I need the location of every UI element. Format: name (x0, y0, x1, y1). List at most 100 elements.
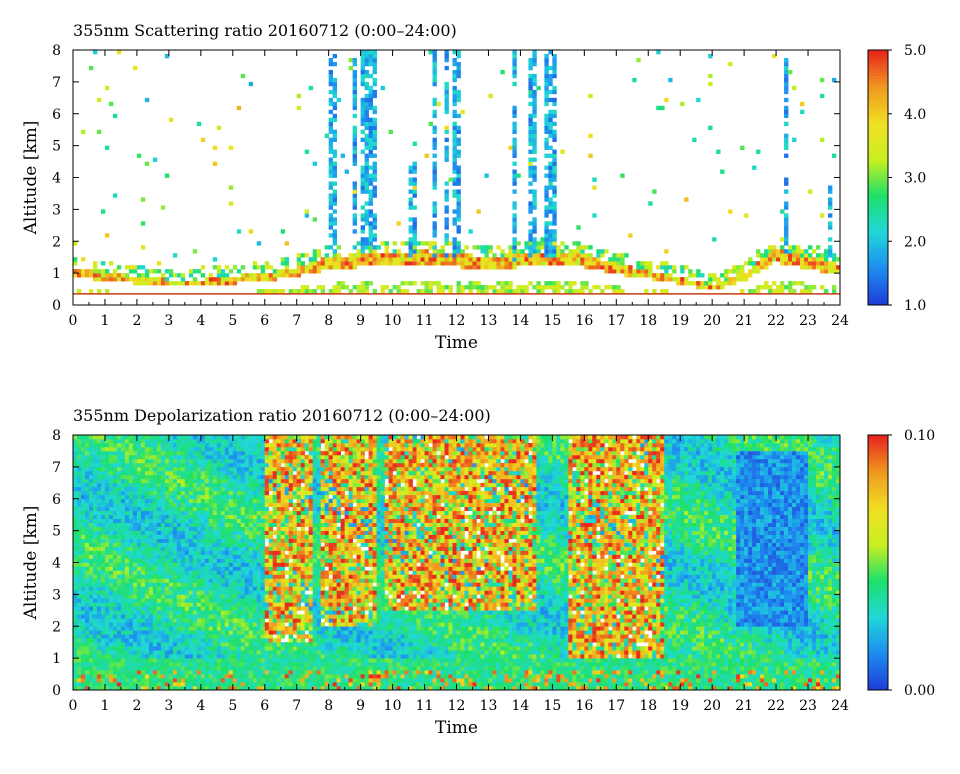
colorbar-segment (868, 104, 888, 108)
colorbar-segment (868, 72, 888, 76)
colorbar-segment (868, 120, 888, 124)
colorbar-segment (868, 480, 888, 484)
colorbar-segment (868, 232, 888, 236)
colorbar-segment (868, 445, 888, 449)
colorbar-segment (868, 512, 888, 516)
colorbar-segment (868, 264, 888, 268)
heatmap-field (73, 50, 840, 293)
colorbar-segment (868, 527, 888, 531)
x-tick-label: 15 (543, 698, 561, 714)
x-tick-label: 15 (543, 313, 561, 329)
colorbar-segment (868, 50, 888, 54)
x-tick-label: 1 (100, 313, 109, 329)
x-tick-label: 5 (228, 698, 237, 714)
x-tick-label: 24 (831, 313, 849, 329)
colorbar-segment (868, 174, 888, 178)
colorbar-segment (868, 111, 888, 115)
colorbar-segment (868, 136, 888, 140)
colorbar-segment (868, 257, 888, 261)
colorbar-segment (868, 486, 888, 490)
colorbar-segment (868, 152, 888, 156)
y-axis-label: Altitude [km] (21, 506, 41, 621)
x-tick-label: 11 (416, 313, 434, 329)
colorbar-segment (868, 142, 888, 146)
colorbar-segment (868, 219, 888, 223)
x-tick-label: 24 (831, 698, 849, 714)
colorbar-segment (868, 585, 888, 589)
colorbar-segment (868, 467, 888, 471)
y-tick-label: 0 (52, 683, 61, 699)
y-tick-label: 1 (52, 266, 61, 282)
x-axis-label: Time (435, 333, 478, 353)
colorbar-segment (868, 508, 888, 512)
x-tick-label: 8 (324, 698, 333, 714)
colorbar (868, 435, 888, 690)
x-tick-label: 3 (164, 698, 173, 714)
colorbar-segment (868, 184, 888, 188)
colorbar-segment (868, 69, 888, 73)
colorbar-segment (868, 435, 888, 439)
colorbar-segment (868, 668, 888, 672)
colorbar-segment (868, 251, 888, 255)
colorbar-segment (868, 505, 888, 509)
x-tick-label: 22 (767, 313, 785, 329)
colorbar-segment (868, 225, 888, 229)
colorbar-segment (868, 578, 888, 582)
colorbar-segment (868, 254, 888, 258)
colorbar-segment (868, 95, 888, 99)
colorbar-segment (868, 101, 888, 105)
colorbar-segment (868, 82, 888, 86)
x-tick-label: 23 (799, 313, 817, 329)
x-tick-label: 23 (799, 698, 817, 714)
colorbar-segment (868, 492, 888, 496)
colorbar-segment (868, 588, 888, 592)
colorbar-segment (868, 197, 888, 201)
colorbar-segment (868, 241, 888, 245)
colorbar-tick-label: 3.0 (904, 171, 926, 187)
heatmap-field (73, 435, 840, 690)
colorbar-segment (868, 139, 888, 143)
colorbar-segment (868, 521, 888, 525)
colorbar-segment (868, 661, 888, 665)
colorbar-segment (868, 598, 888, 602)
x-tick-label: 13 (480, 313, 498, 329)
colorbar-segment (868, 260, 888, 264)
colorbar-segment (868, 149, 888, 153)
colorbar-segment (868, 146, 888, 150)
x-tick-label: 4 (196, 698, 205, 714)
colorbar-segment (868, 162, 888, 166)
colorbar-segment (868, 645, 888, 649)
colorbar-segment (868, 610, 888, 614)
colorbar-segment (868, 543, 888, 547)
y-tick-label: 2 (52, 234, 61, 250)
colorbar-segment (868, 563, 888, 567)
colorbar-segment (868, 575, 888, 579)
y-tick-label: 7 (52, 75, 61, 91)
x-tick-label: 17 (607, 698, 625, 714)
colorbar-segment (868, 222, 888, 226)
colorbar-segment (868, 582, 888, 586)
y-tick-label: 1 (52, 651, 61, 667)
colorbar-segment (868, 299, 888, 303)
colorbar-segment (868, 91, 888, 95)
colorbar-segment (868, 270, 888, 274)
colorbar-segment (868, 130, 888, 134)
colorbar-segment (868, 677, 888, 681)
colorbar-segment (868, 496, 888, 500)
colorbar-segment (868, 79, 888, 83)
colorbar-segment (868, 470, 888, 474)
colorbar-segment (868, 626, 888, 630)
colorbar-segment (868, 286, 888, 290)
y-tick-label: 7 (52, 460, 61, 476)
colorbar-segment (868, 473, 888, 477)
colorbar-segment (868, 235, 888, 239)
colorbar (868, 50, 888, 305)
x-axis-label: Time (435, 718, 478, 738)
colorbar-segment (868, 531, 888, 535)
colorbar-segment (868, 652, 888, 656)
colorbar-segment (868, 448, 888, 452)
x-tick-label: 2 (132, 313, 141, 329)
colorbar-segment (868, 476, 888, 480)
x-tick-label: 22 (767, 698, 785, 714)
x-tick-label: 1 (100, 698, 109, 714)
